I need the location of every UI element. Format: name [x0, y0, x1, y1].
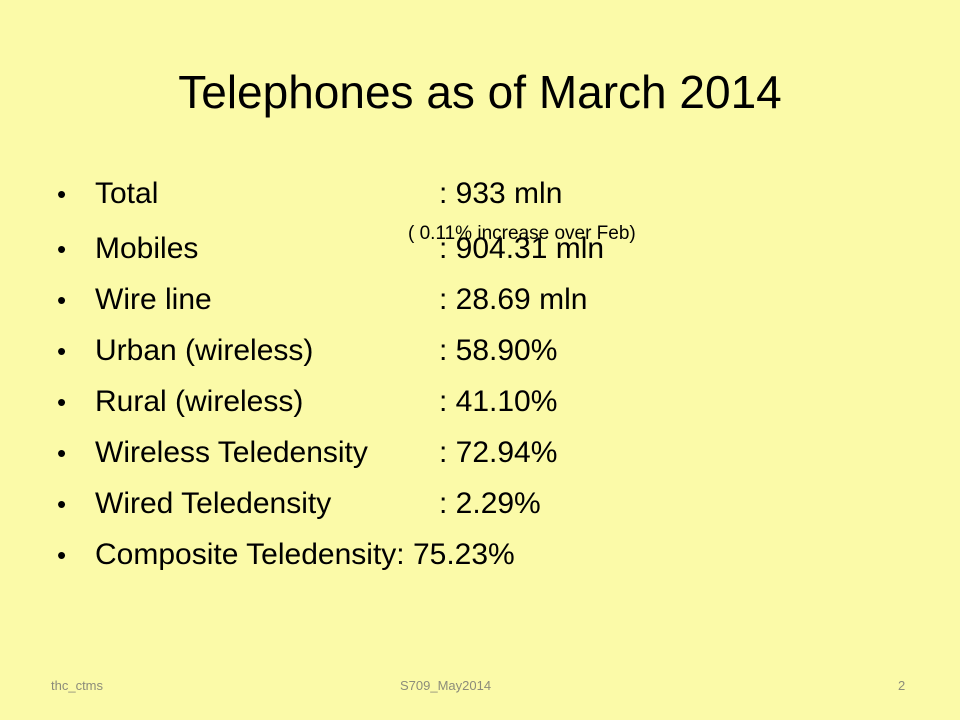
bullet-icon: •	[57, 234, 67, 264]
item-label: Rural (wireless)	[95, 385, 304, 418]
item-value: : 904.31 mln	[439, 232, 605, 265]
footer-left-text: thc_ctms	[51, 678, 104, 693]
slide-title: Telephones as of March 2014	[178, 66, 782, 118]
item-label: Mobiles	[95, 232, 199, 265]
bullet-item-mobiles: • Mobiles : 904.31 mln	[57, 225, 917, 276]
footer-center-text: S709_May2014	[400, 678, 492, 693]
item-value: : 41.10%	[439, 385, 558, 418]
bullet-icon: •	[57, 336, 67, 366]
item-label: Urban (wireless)	[95, 334, 314, 367]
bullet-item-rural: • Rural (wireless) : 41.10%	[57, 378, 917, 429]
bullet-icon: •	[57, 489, 67, 519]
item-label: Total	[95, 177, 159, 210]
item-label: Wireless Teledensity	[95, 436, 368, 469]
bullet-item-composite-teledensity: • Composite Teledensity: 75.23%	[57, 531, 917, 582]
bullet-icon: •	[57, 540, 67, 570]
bullet-icon: •	[57, 285, 67, 315]
item-label: Wire line	[95, 283, 212, 316]
item-label: Composite Teledensity: 75.23%	[95, 538, 515, 571]
slide-page-number: 2	[898, 678, 906, 693]
item-value: : 58.90%	[439, 334, 558, 367]
bullet-item-wire-line: • Wire line : 28.69 mln	[57, 276, 917, 327]
bullet-item-wired-teledensity: • Wired Teledensity : 2.29%	[57, 480, 917, 531]
item-value: : 28.69 mln	[439, 283, 588, 316]
item-value: : 2.29%	[439, 487, 541, 520]
total-increase-note: ( 0.11% increase over Feb)	[408, 223, 636, 244]
bullet-list: • Total : 933 mln • Mobiles : 904.31 mln…	[57, 170, 917, 582]
bullet-item-urban: • Urban (wireless) : 58.90%	[57, 327, 917, 378]
bullet-icon: •	[57, 179, 67, 209]
item-value: : 933 mln	[439, 177, 563, 210]
bullet-icon: •	[57, 387, 67, 417]
bullet-item-wireless-teledensity: • Wireless Teledensity : 72.94%	[57, 429, 917, 480]
item-label: Wired Teledensity	[95, 487, 332, 520]
bullet-icon: •	[57, 438, 67, 468]
item-value: : 72.94%	[439, 436, 558, 469]
bullet-item-total: • Total : 933 mln	[57, 170, 917, 225]
